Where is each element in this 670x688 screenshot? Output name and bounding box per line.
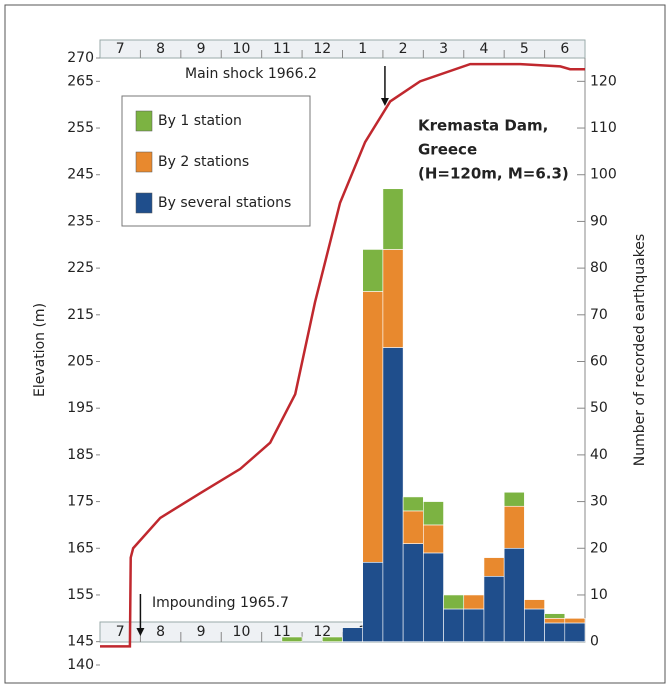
bar-segment — [382, 249, 404, 348]
y2-tick-label: 100 — [590, 167, 617, 183]
bar-segment — [503, 491, 525, 507]
y-tick-label: 145 — [67, 634, 94, 650]
top-month-label: 12 — [313, 41, 331, 57]
legend-swatch — [135, 110, 153, 132]
bar-segment — [362, 291, 384, 563]
bar-segment — [564, 618, 586, 624]
y2-tick-label: 20 — [590, 540, 608, 556]
bar-segment — [463, 608, 485, 642]
bar-segment — [483, 557, 505, 577]
y2-tick-label: 40 — [590, 447, 608, 463]
bar-segment — [443, 594, 465, 610]
y-tick-label: 205 — [67, 354, 94, 370]
y2-tick-label: 120 — [590, 73, 617, 89]
y2-tick-label: 0 — [590, 634, 599, 650]
top-month-label: 3 — [439, 41, 448, 57]
y2-tick-label: 110 — [590, 120, 617, 136]
top-month-label: 9 — [197, 41, 206, 57]
chart-title: Greece — [418, 141, 477, 159]
legend-label: By 1 station — [158, 113, 242, 129]
bottom-month-label: 8 — [156, 624, 165, 640]
bar-segment — [402, 496, 424, 512]
bar-segment — [281, 636, 303, 642]
y2-tick-label: 80 — [590, 260, 608, 276]
y-tick-label: 165 — [67, 540, 94, 556]
y-tick-label: 140 — [67, 657, 94, 673]
y-tick-label: 270 — [67, 50, 94, 66]
legend-swatch — [135, 192, 153, 214]
bar-segment — [544, 622, 566, 642]
top-month-label: 1 — [358, 41, 367, 57]
y-tick-label: 255 — [67, 120, 94, 136]
annotation: Impounding 1965.7 — [152, 595, 289, 611]
y-tick-label: 265 — [67, 73, 94, 89]
bar-segment — [463, 594, 485, 610]
top-month-label: 7 — [116, 41, 125, 57]
top-month-label: 6 — [560, 41, 569, 57]
y-tick-label: 175 — [67, 494, 94, 510]
bar-segment — [564, 622, 586, 642]
bar-segment — [524, 608, 545, 642]
bottom-month-label: 12 — [313, 624, 331, 640]
bar-segment — [483, 575, 505, 642]
y-axis-label: Elevation (m) — [32, 303, 48, 397]
bar-segment — [423, 501, 444, 526]
bottom-month-label: 10 — [233, 624, 251, 640]
bottom-month-label: 7 — [116, 624, 125, 640]
y2-tick-label: 70 — [590, 307, 608, 323]
arrow-head — [136, 628, 145, 636]
y2-tick-label: 90 — [590, 213, 608, 229]
frame — [4, 4, 666, 684]
bar-segment — [503, 547, 525, 642]
y-tick-label: 235 — [67, 213, 94, 229]
y2-tick-label: 60 — [590, 354, 608, 370]
y2-tick-label: 30 — [590, 494, 608, 510]
y-tick-label: 215 — [67, 307, 94, 323]
top-month-label: 11 — [273, 41, 291, 57]
bar-segment — [362, 561, 384, 642]
bottom-month-label: 9 — [197, 624, 206, 640]
y2-tick-label: 10 — [590, 587, 608, 603]
bar-segment — [402, 510, 424, 544]
y-tick-label: 195 — [67, 400, 94, 416]
bar-segment — [544, 618, 566, 624]
title-block: Kremasta Dam, Greece (H=120m, M=6.3) — [418, 117, 569, 183]
bar-segment — [382, 347, 404, 642]
bar-segment — [342, 627, 364, 642]
y2-axis-label: Number of recorded earthquakes — [632, 234, 648, 466]
top-month-label: 5 — [520, 41, 529, 57]
legend-label: By 2 stations — [158, 154, 249, 170]
bar-segment — [503, 505, 525, 549]
bar-segment — [423, 552, 444, 642]
top-month-label: 10 — [233, 41, 251, 57]
top-month-label: 8 — [156, 41, 165, 57]
top-month-label: 2 — [399, 41, 408, 57]
y-tick-label: 155 — [67, 587, 94, 603]
y-tick-label: 245 — [67, 167, 94, 183]
bottom-month-label: 11 — [273, 624, 291, 640]
bar-segment — [443, 608, 465, 642]
bar-segment — [423, 524, 444, 554]
bar-segment — [362, 249, 384, 292]
bar-segment — [402, 543, 424, 642]
annotation: Main shock 1966.2 — [185, 66, 317, 82]
top-month-label: 4 — [479, 41, 488, 57]
legend-swatch — [135, 151, 153, 173]
bar-segment — [524, 599, 545, 610]
y-tick-label: 185 — [67, 447, 94, 463]
y-tick-label: 225 — [67, 260, 94, 276]
elevation-line — [100, 62, 585, 648]
chart-title: (H=120m, M=6.3) — [418, 165, 569, 183]
arrow-head — [380, 98, 389, 106]
legend — [121, 95, 311, 227]
legend-label: By several stations — [158, 195, 291, 211]
chart-title: Kremasta Dam, — [418, 117, 548, 135]
y2-tick-label: 50 — [590, 400, 608, 416]
bar-segment — [382, 188, 404, 250]
bar-segment — [321, 636, 343, 642]
bar-segment — [544, 613, 566, 619]
